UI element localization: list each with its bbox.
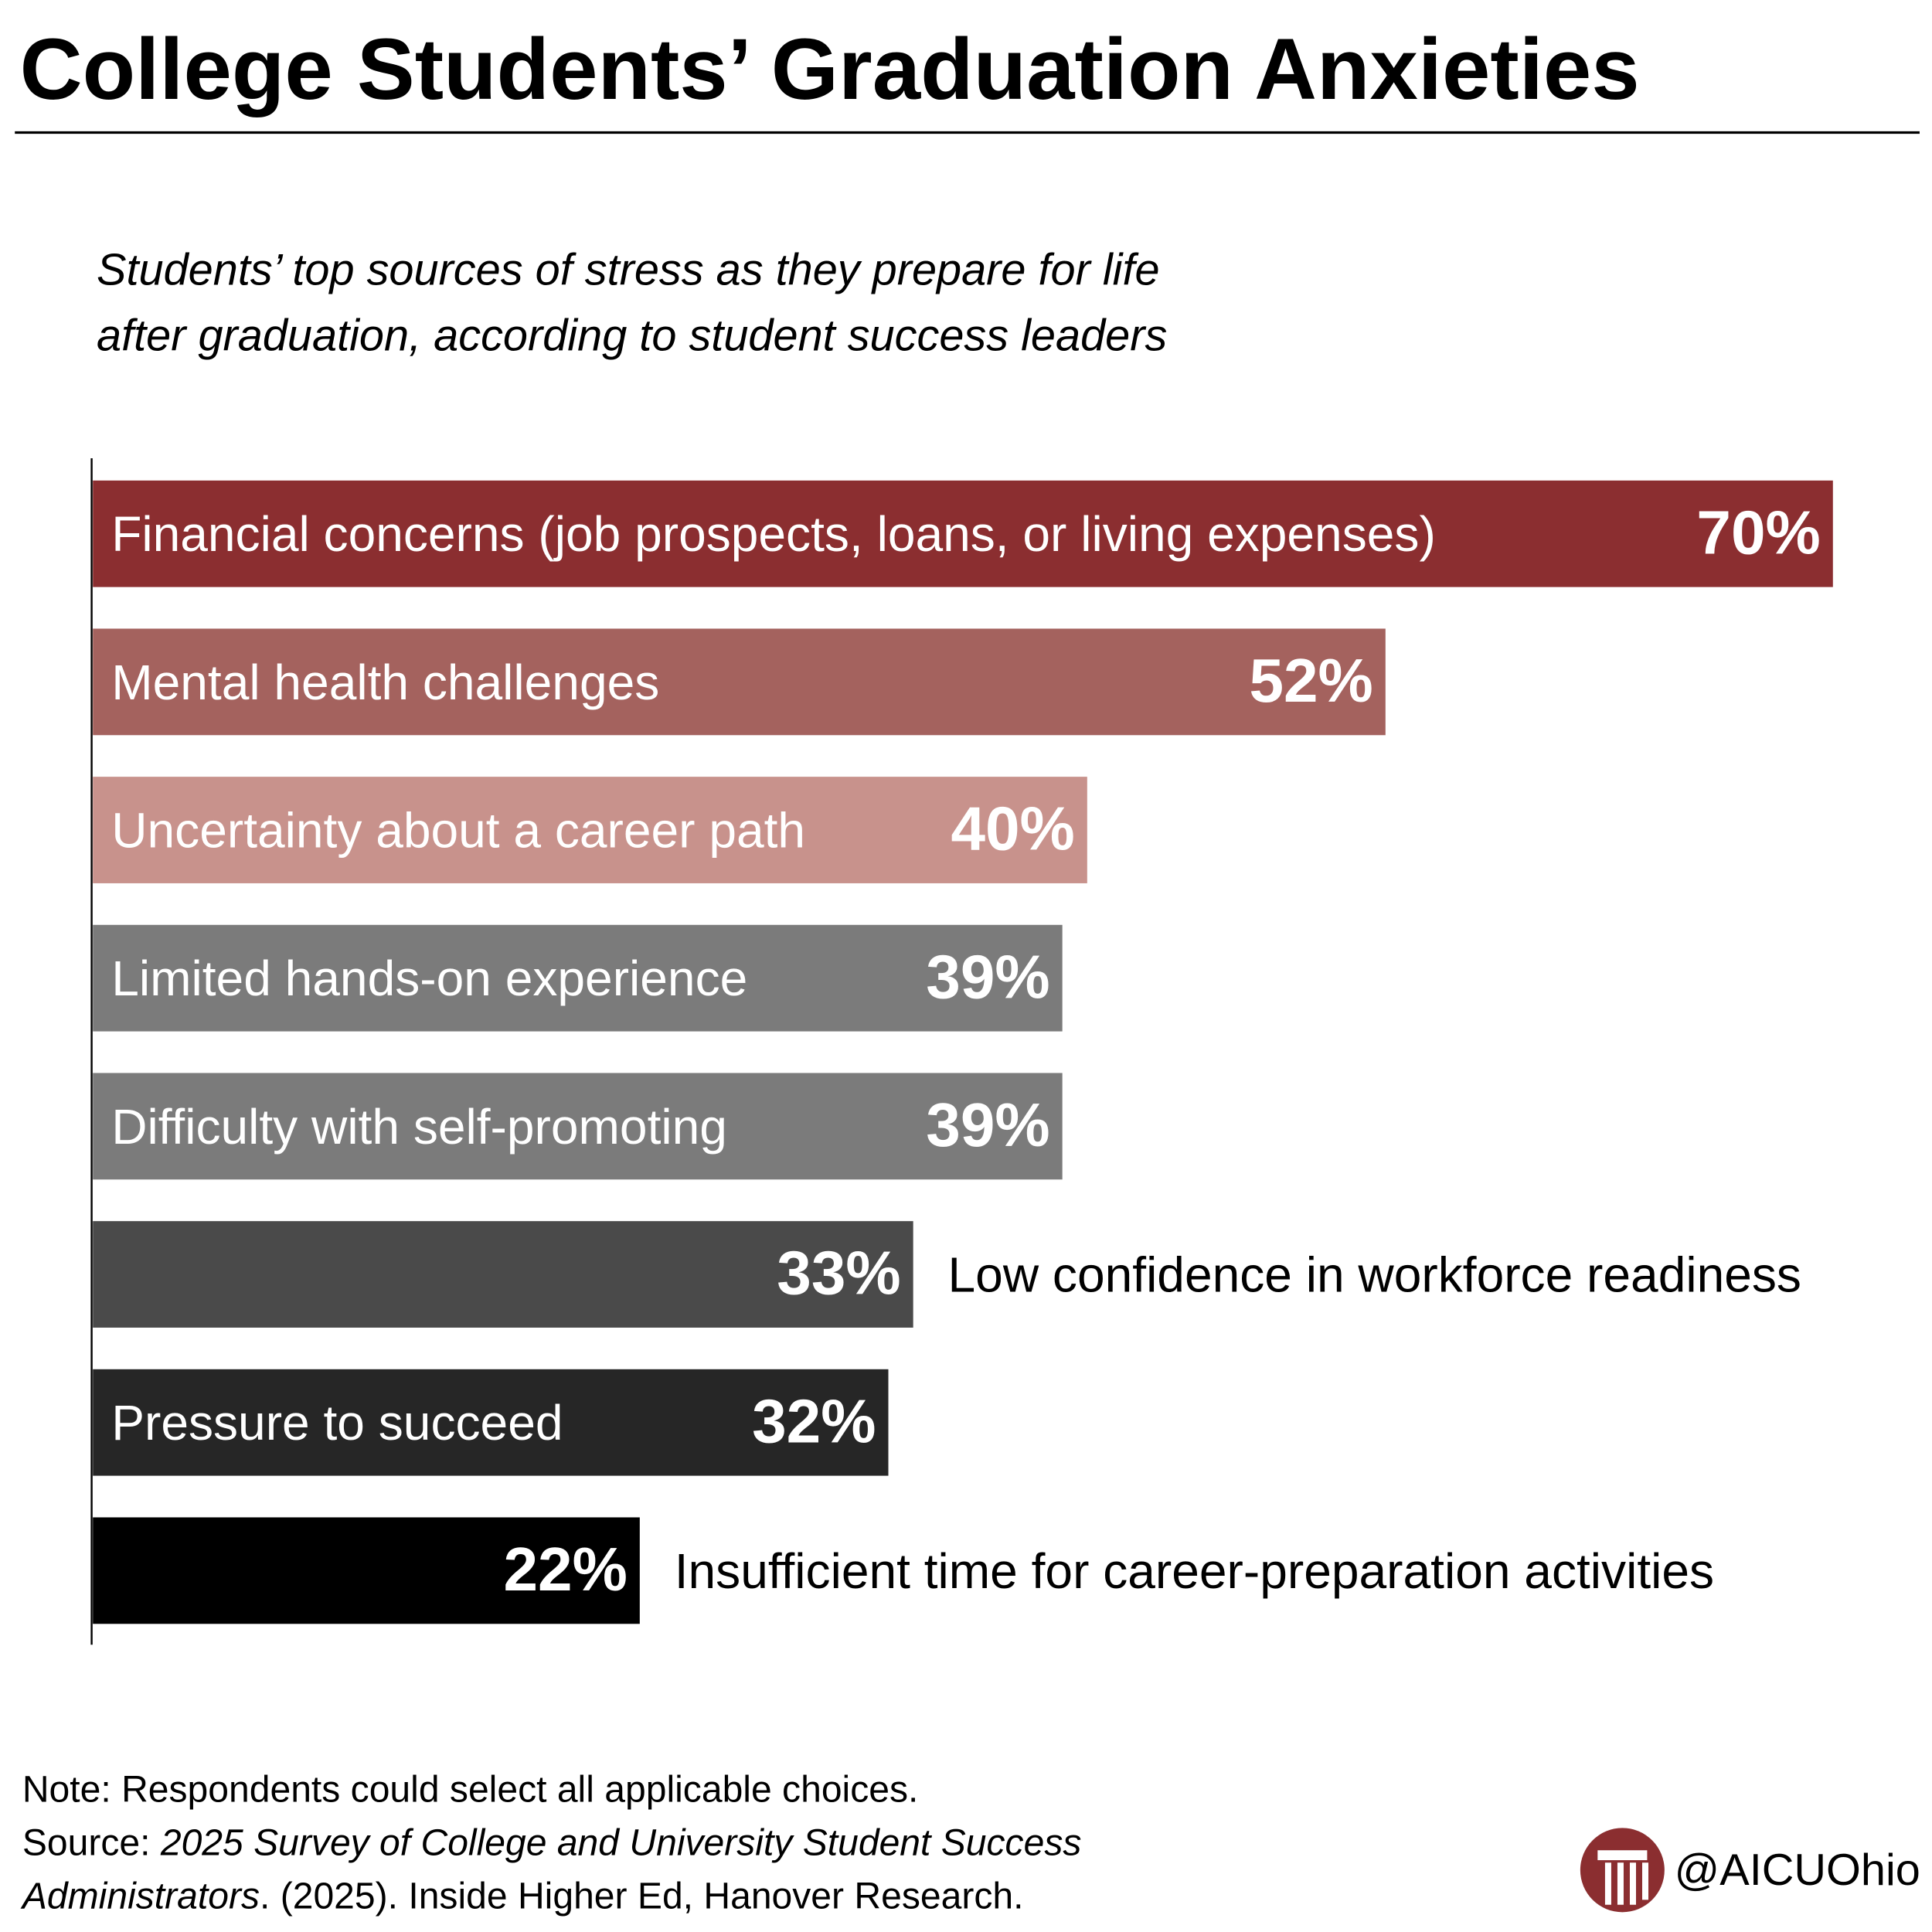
bars: 70% Financial concerns (job prospects, lo… xyxy=(93,480,1833,1624)
source-title: Administrators xyxy=(20,1876,260,1917)
logo xyxy=(1580,1828,1665,1913)
source-label: Source: xyxy=(22,1822,151,1864)
bar xyxy=(93,924,1063,1032)
note: Note: Respondents could select all appli… xyxy=(22,1769,919,1811)
bar xyxy=(93,1517,640,1624)
bar xyxy=(93,1073,1063,1180)
chart-title: College Students’ Graduation Anxieties xyxy=(20,20,1640,117)
bar-label: Financial concerns (job prospects, loans… xyxy=(111,506,1436,562)
bar-label: Insufficient time for career-preparation… xyxy=(675,1543,1714,1599)
bar xyxy=(93,777,1087,883)
bar-label: Limited hands-on experience xyxy=(111,951,747,1006)
source: Administrators. (2025). Inside Higher Ed… xyxy=(20,1876,1024,1917)
handle: @AICUOhio xyxy=(1675,1845,1920,1895)
value-label: 33% xyxy=(777,1238,900,1308)
bar-label: Uncertainty about a career path xyxy=(111,802,805,858)
bar-label: Difficulty with self-promoting xyxy=(111,1099,727,1155)
value-label: 70% xyxy=(1696,497,1820,566)
source-rest: . (2025). Inside Higher Ed, Hanover Rese… xyxy=(260,1876,1023,1917)
bar-label: Pressure to succeed xyxy=(111,1395,563,1451)
value-label: 39% xyxy=(926,941,1049,1011)
source-title: 2025 Survey of College and University St… xyxy=(160,1822,1082,1864)
bar-label: Mental health challenges xyxy=(111,655,659,710)
value-label: 22% xyxy=(503,1534,627,1604)
bar xyxy=(93,1221,913,1328)
source: Source: 2025 Survey of College and Unive… xyxy=(22,1822,1082,1864)
bar xyxy=(93,628,1386,736)
bar xyxy=(93,1369,889,1476)
bar xyxy=(93,480,1833,587)
value-label: 39% xyxy=(926,1090,1049,1159)
value-label: 52% xyxy=(1249,645,1372,715)
bar-label: Low confidence in workforce readiness xyxy=(948,1247,1801,1302)
value-label: 40% xyxy=(951,794,1074,863)
subtitle: Students’ top sources of stress as they … xyxy=(97,246,1160,295)
value-label: 32% xyxy=(752,1386,876,1455)
subtitle: after graduation, according to student s… xyxy=(97,311,1167,361)
